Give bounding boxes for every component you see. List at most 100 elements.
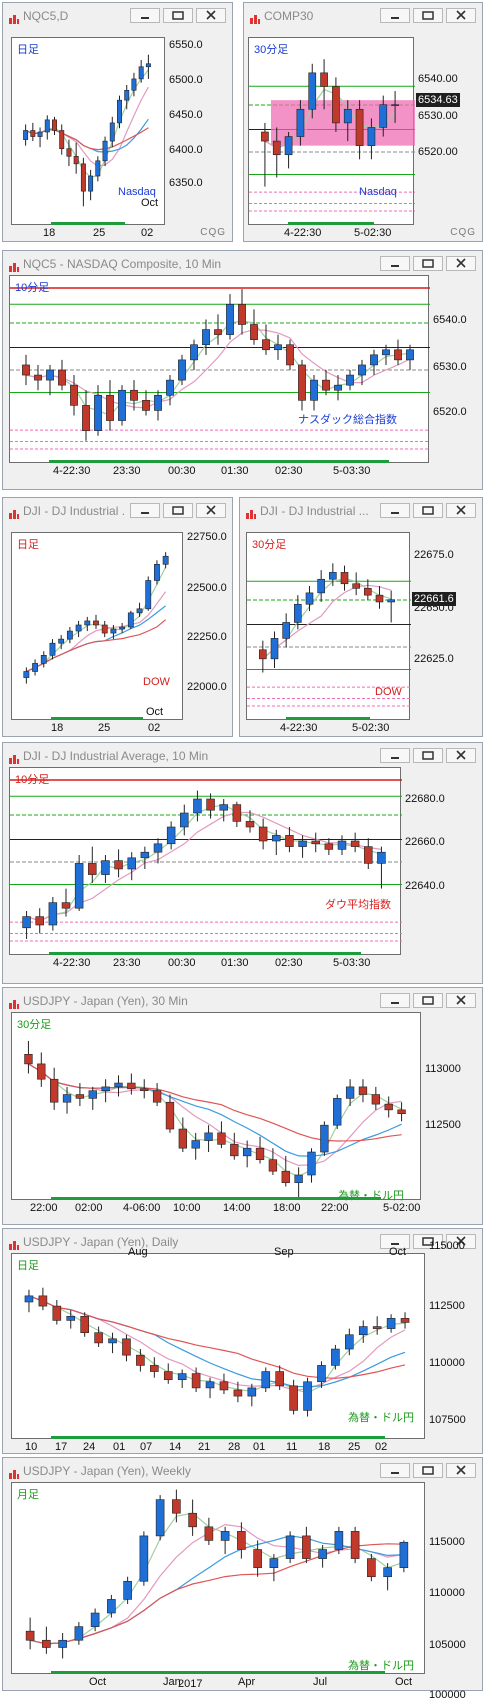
chart-window-1[interactable]: NQC5,D 6550.0 6500.0 6450.0 6400.0 6350.0 18 25… <box>2 2 233 242</box>
plot-area[interactable] <box>11 532 183 720</box>
title-bar[interactable]: COMP30 <box>244 3 482 29</box>
minimize-button[interactable] <box>130 8 160 23</box>
close-button[interactable] <box>196 8 226 23</box>
y-tick-label: 22250.0 <box>187 631 227 643</box>
candle <box>269 1554 279 1582</box>
candle-body <box>22 916 31 929</box>
candle <box>364 838 373 869</box>
minimize-button[interactable] <box>380 1463 410 1478</box>
candle <box>49 639 56 660</box>
maximize-button[interactable] <box>413 1234 443 1249</box>
candle-body <box>364 846 373 864</box>
candle-body <box>101 624 108 634</box>
minimize-button[interactable] <box>130 503 160 518</box>
chart-window-7[interactable]: USDJPY - Japan (Yen), 30 Min 113000 112500… <box>2 987 483 1225</box>
maximize-button[interactable] <box>413 993 443 1008</box>
title-bar[interactable]: USDJPY - Japan (Yen), Daily <box>3 1229 482 1255</box>
minimize-button[interactable] <box>380 993 410 1008</box>
candle-body <box>261 131 269 142</box>
maximize-button[interactable] <box>413 256 443 271</box>
minimize-button[interactable] <box>380 748 410 763</box>
title-bar[interactable]: DJI - DJ Industrial ... <box>3 498 232 524</box>
x-tick-label: 22:00 <box>321 1202 349 1214</box>
candle <box>114 1075 123 1097</box>
close-button[interactable] <box>446 748 476 763</box>
minimize-button[interactable] <box>380 8 410 23</box>
plot-area[interactable] <box>11 1253 425 1439</box>
close-button[interactable] <box>446 8 476 23</box>
plot-area[interactable] <box>248 37 415 225</box>
candle-body <box>34 374 42 381</box>
close-button[interactable] <box>446 256 476 271</box>
candle <box>298 359 306 411</box>
plot-area[interactable] <box>11 1482 425 1674</box>
candle-body <box>305 592 314 605</box>
candle-body <box>238 303 246 325</box>
candle <box>275 1365 284 1390</box>
candle-body <box>145 580 152 610</box>
x-tick-label: 02 <box>375 1441 388 1453</box>
close-button[interactable] <box>446 993 476 1008</box>
title-bar[interactable]: NQC5,D <box>3 3 232 29</box>
title-bar[interactable]: USDJPY - Japan (Yen), Weekly <box>3 1458 482 1484</box>
candle <box>109 116 115 148</box>
y-tick-label: 110000 <box>429 1357 465 1369</box>
chart-window-6[interactable]: DJI - DJ Industrial Average, 10 Min 22680… <box>2 742 483 984</box>
x-tick-label: 25 <box>348 1441 361 1453</box>
minimize-button[interactable] <box>380 503 410 518</box>
candle <box>286 339 294 370</box>
candle <box>23 667 30 684</box>
plot-area[interactable] <box>246 532 411 720</box>
maximize-button[interactable] <box>413 8 443 23</box>
candle-body <box>308 72 317 110</box>
close-button[interactable] <box>446 503 476 518</box>
candle-body <box>107 1599 116 1614</box>
candle-body <box>253 1549 262 1568</box>
plot-area[interactable] <box>11 37 165 225</box>
minimize-button[interactable] <box>380 256 410 271</box>
chart-window-4[interactable]: DJI - DJ Industrial ... 22750.0 22500.0 222… <box>2 497 233 737</box>
candle-body <box>233 1389 243 1397</box>
minimize-button[interactable] <box>380 1234 410 1249</box>
chart-window-9[interactable]: USDJPY - Japan (Yen), Weekly 115000 110000… <box>2 1457 483 1701</box>
candle-body <box>202 329 210 346</box>
candle <box>37 1052 46 1087</box>
session-bar <box>51 222 125 225</box>
title-bar[interactable]: DJI - DJ Industrial Average, 10 Min <box>3 743 482 769</box>
candle-body <box>110 628 117 634</box>
plot-area[interactable] <box>9 767 402 955</box>
x-tick-label: 5-02:00 <box>383 1202 421 1214</box>
candle-body <box>166 379 174 396</box>
y-tick-label: 115000 <box>429 1536 465 1548</box>
title-bar[interactable]: USDJPY - Japan (Yen), 30 Min <box>3 988 482 1014</box>
candle-body <box>101 860 110 875</box>
y-tick-label: 107500 <box>429 1414 466 1426</box>
maximize-button[interactable] <box>163 503 193 518</box>
plot-area[interactable] <box>11 1012 421 1200</box>
candle-body <box>59 130 65 149</box>
chart-window-2[interactable]: COMP30 6540.00 6530.00 6520.00 4-22:30 5-02:3… <box>243 2 483 242</box>
title-bar[interactable]: DJI - DJ Industrial ... <box>240 498 482 524</box>
chart-window-5[interactable]: DJI - DJ Industrial ... 22675.0 22650.0 226… <box>239 497 483 737</box>
maximize-button[interactable] <box>413 1463 443 1478</box>
maximize-button[interactable] <box>163 8 193 23</box>
close-button[interactable] <box>196 503 226 518</box>
candle-body <box>66 1316 76 1321</box>
candle <box>193 790 202 822</box>
candle-body <box>163 1371 173 1381</box>
candle <box>307 1148 316 1183</box>
maximize-button[interactable] <box>413 503 443 518</box>
close-button[interactable] <box>446 1234 476 1249</box>
candle <box>52 1299 62 1325</box>
window-title: DJI - DJ Industrial ... <box>23 504 124 518</box>
candle-body <box>384 1103 393 1111</box>
chart-window-8[interactable]: USDJPY - Japan (Yen), Daily 115000 112500 1… <box>2 1228 483 1454</box>
plot-area[interactable] <box>9 275 430 463</box>
candle <box>162 552 169 569</box>
maximize-button[interactable] <box>413 748 443 763</box>
close-button[interactable] <box>446 1463 476 1478</box>
title-bar[interactable]: NQC5 - NASDAQ Composite, 10 Min <box>3 251 482 277</box>
candle-body <box>303 1381 312 1411</box>
window-title: NQC5,D <box>23 9 69 23</box>
chart-window-3[interactable]: NQC5 - NASDAQ Composite, 10 Min 6540.0 653… <box>2 250 483 490</box>
